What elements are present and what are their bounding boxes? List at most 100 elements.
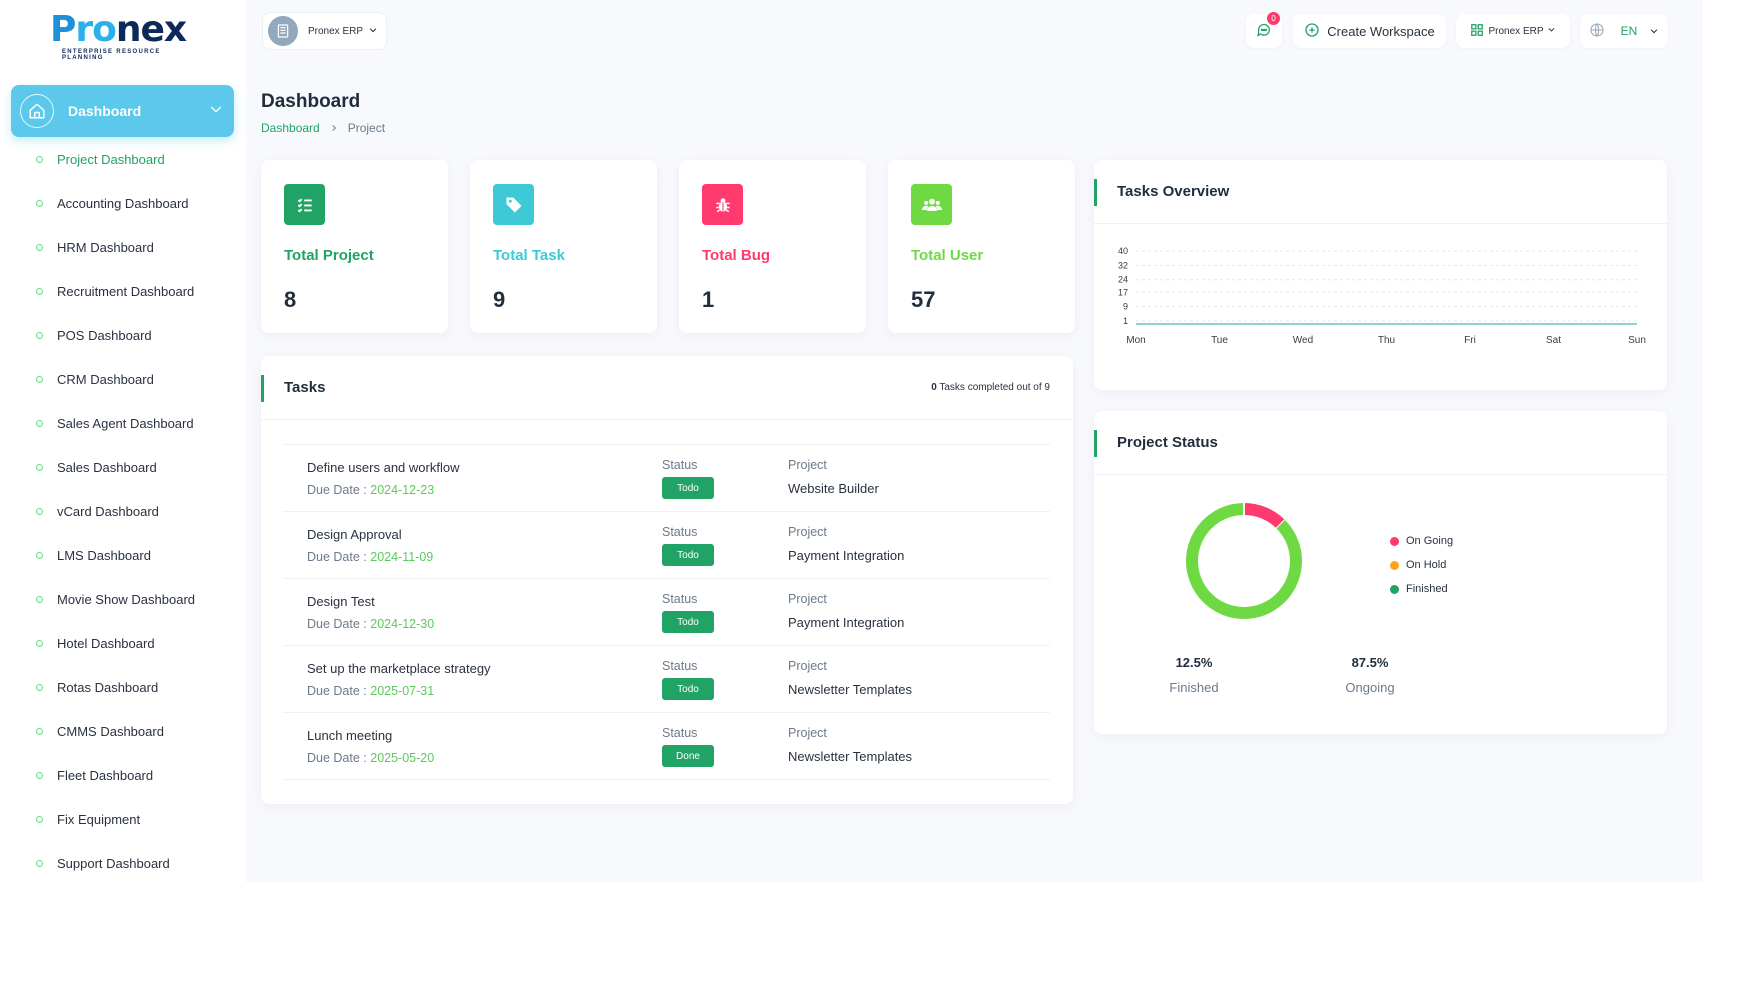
workspace-name: Pronex ERP (308, 25, 364, 37)
due-date-value: 2024-12-30 (370, 617, 435, 631)
stat-card-total-user[interactable]: Total User 57 (888, 160, 1075, 333)
sidebar-subitem-fix-equipment[interactable]: Fix Equipment (0, 797, 246, 841)
chat-icon (1256, 22, 1272, 41)
home-icon (20, 94, 54, 128)
status-badge: Todo (662, 611, 714, 633)
task-row[interactable]: Design Test Due Date : 2024-12-30 Status To… (283, 579, 1050, 646)
bullet-icon (36, 551, 43, 559)
sidebar-subitem-sales-agent-dashboard[interactable]: Sales Agent Dashboard (0, 401, 246, 445)
task-row[interactable]: Define users and workflow Due Date : 2024… (283, 445, 1050, 512)
messages-button[interactable]: 0 (1246, 12, 1282, 48)
task-name[interactable]: Set up the marketplace strategy (307, 661, 491, 676)
task-due-date: Due Date : 2024-11-09 (307, 550, 433, 564)
sidebar-subitem-pos-dashboard[interactable]: POS Dashboard (0, 313, 246, 357)
legend-item[interactable]: Finished (1390, 577, 1453, 601)
workspace-selector[interactable]: Pronex ERP (262, 12, 387, 50)
sidebar-subitem-cmms-dashboard[interactable]: CMMS Dashboard (0, 709, 246, 753)
sidebar-subitem-accounting-dashboard[interactable]: Accounting Dashboard (0, 181, 246, 225)
logo-wordmark: Pronex (50, 9, 187, 50)
x-tick-label: Thu (1378, 335, 1395, 346)
sidebar-subitem-hotel-dashboard[interactable]: Hotel Dashboard (0, 621, 246, 665)
language-selector[interactable]: EN (1580, 14, 1668, 48)
legend-item[interactable]: On Hold (1390, 553, 1453, 577)
project-name: Payment Integration (788, 615, 905, 630)
x-tick-label: Tue (1211, 335, 1228, 346)
message-count-badge: 0 (1267, 12, 1280, 25)
sidebar-subitem-label: Fix Equipment (57, 811, 141, 827)
app-window: Pronex ENTERPRISE RESOURCE PLANNING Dash… (0, 9, 1668, 885)
bullet-icon (36, 199, 43, 207)
sidebar-subitem-label: Hotel Dashboard (57, 635, 155, 651)
chevron-down-icon (1649, 24, 1659, 39)
sidebar-subitem-sales-dashboard[interactable]: Sales Dashboard (0, 445, 246, 489)
sidebar-subitem-crm-dashboard[interactable]: CRM Dashboard (0, 357, 246, 401)
project-name: Payment Integration (788, 548, 905, 563)
status-badge: Todo (662, 678, 714, 700)
project-name: Newsletter Templates (788, 749, 913, 764)
due-date-value: 2024-11-09 (370, 550, 434, 564)
status-label: Status (662, 458, 698, 472)
task-due-date: Due Date : 2024-12-23 (307, 483, 434, 497)
sidebar-subitem-movie-show-dashboard[interactable]: Movie Show Dashboard (0, 577, 246, 621)
page-background (0, 882, 1753, 984)
plus-circle-icon (1304, 22, 1320, 41)
apps-grid-icon (1470, 23, 1484, 40)
task-name[interactable]: Design Approval (307, 527, 402, 542)
sidebar-item-dashboard[interactable]: Dashboard (11, 85, 234, 137)
breadcrumb-dashboard-link[interactable]: Dashboard (261, 121, 320, 135)
tasks-overview-card: Tasks Overview 1 9 17 24 32 40 Mon Tue Wed Thu Fri… (1094, 160, 1667, 390)
bullet-icon (36, 771, 43, 779)
bullet-icon (36, 815, 43, 823)
chevron-down-icon (1547, 25, 1556, 37)
project-name: Website Builder (788, 481, 879, 496)
sidebar-subitem-label: Support Dashboard (57, 855, 170, 871)
legend-item[interactable]: On Going (1390, 529, 1453, 553)
stat-label: Total User (911, 247, 984, 264)
due-date-value: 2025-05-20 (370, 751, 435, 765)
globe-icon (1589, 22, 1605, 41)
task-row[interactable]: Set up the marketplace strategy Due Date … (283, 646, 1050, 713)
status-label: Status (662, 659, 698, 673)
due-date-value: 2024-12-23 (370, 483, 435, 497)
brand-logo[interactable]: Pronex ENTERPRISE RESOURCE PLANNING (50, 9, 187, 62)
sidebar-subitem-vcard-dashboard[interactable]: vCard Dashboard (0, 489, 246, 533)
task-name[interactable]: Define users and workflow (307, 460, 460, 475)
bullet-icon (36, 463, 43, 471)
sidebar-subitem-lms-dashboard[interactable]: LMS Dashboard (0, 533, 246, 577)
stat-label: Total Bug (702, 247, 771, 264)
task-row[interactable]: Design Approval Due Date : 2024-11-09 Stat… (283, 512, 1050, 579)
donut-slice-on-going (1243, 503, 1286, 529)
tasks-overview-title: Tasks Overview (1117, 183, 1230, 200)
stat-card-total-project[interactable]: Total Project 8 (261, 160, 448, 333)
sidebar-subitem-recruitment-dashboard[interactable]: Recruitment Dashboard (0, 269, 246, 313)
create-workspace-button[interactable]: Create Workspace (1293, 14, 1446, 48)
sidebar-subitem-rotas-dashboard[interactable]: Rotas Dashboard (0, 665, 246, 709)
sidebar-subitem-hrm-dashboard[interactable]: HRM Dashboard (0, 225, 246, 269)
erp-menu-label: Pronex ERP (1488, 25, 1544, 37)
sidebar-subitem-support-dashboard[interactable]: Support Dashboard (0, 841, 246, 885)
sidebar-subitem-project-dashboard[interactable]: Project Dashboard (0, 137, 246, 181)
breadcrumb-current: Project (347, 121, 386, 135)
x-tick-label: Sun (1628, 335, 1646, 346)
stat-label: Total Project (284, 247, 374, 264)
project-label: Project (788, 726, 827, 740)
task-name[interactable]: Design Test (307, 594, 375, 609)
y-tick-label: 40 (1118, 246, 1128, 256)
stat-card-total-bug[interactable]: Total Bug 1 (679, 160, 866, 333)
legend-label: On Hold (1406, 559, 1447, 571)
due-date-label: Due Date : (307, 550, 367, 564)
stat-card-total-task[interactable]: Total Task 9 (470, 160, 657, 333)
bullet-icon (36, 375, 43, 383)
legend-swatch (1390, 560, 1399, 570)
task-name[interactable]: Lunch meeting (307, 728, 393, 743)
stat-value: 57 (911, 287, 936, 312)
y-tick-label: 9 (1123, 302, 1128, 312)
erp-menu-button[interactable]: Pronex ERP (1456, 14, 1570, 48)
page-title: Dashboard (261, 91, 361, 112)
y-tick-label: 24 (1118, 275, 1128, 285)
sidebar-subitem-label: CMMS Dashboard (57, 723, 164, 739)
sidebar-subitem-label: Project Dashboard (57, 151, 165, 167)
sidebar-subitem-fleet-dashboard[interactable]: Fleet Dashboard (0, 753, 246, 797)
sidebar-submenu: Project Dashboard Accounting Dashboard HRM… (0, 137, 246, 885)
task-row[interactable]: Lunch meeting Due Date : 2025-05-20 Status… (283, 713, 1050, 780)
